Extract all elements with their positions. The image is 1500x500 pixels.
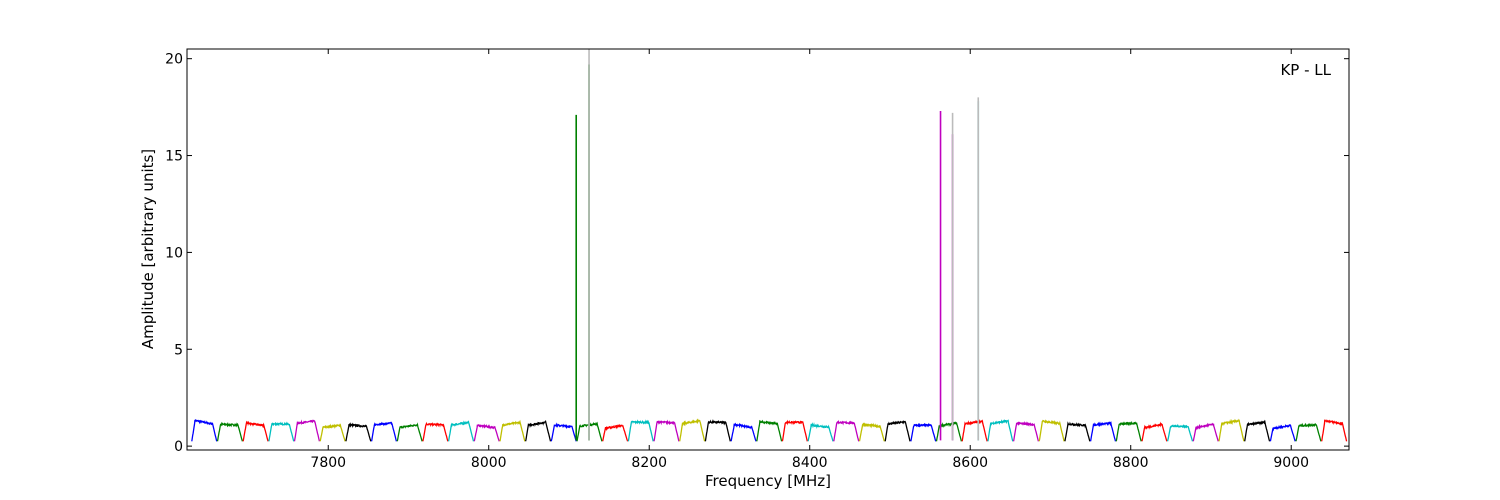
x-tick-label: 8200 (631, 455, 667, 471)
channel-bandpass-line (653, 419, 680, 442)
x-axis-label: Frequency [MHz] (705, 472, 831, 490)
x-tick-label: 8800 (1113, 455, 1149, 471)
channel-bandpass-line (884, 420, 911, 442)
channel-bandpass-line (961, 419, 988, 442)
y-tick-label: 10 (165, 245, 183, 261)
channel-bandpass-line (524, 419, 552, 442)
channel-bandpass-line (1218, 418, 1245, 442)
channel-bandpass-line (345, 422, 372, 442)
channel-bandpass-line (396, 422, 423, 442)
channel-bandpass-line (370, 421, 398, 442)
plot-frame (186, 48, 1350, 451)
channel-bandpass-line (1064, 421, 1091, 442)
y-tick-label: 5 (174, 342, 183, 358)
axes: 7800 8000 8200 8400 8600 8800 9000 0 5 10 15 20 (165, 48, 1350, 471)
channel-bandpass-line (447, 420, 475, 442)
channel-bandpass-line (293, 419, 321, 442)
channel-bandpass-line (627, 419, 654, 442)
channel-bandpass-line (833, 419, 860, 442)
channel-bandpass-line (1012, 420, 1040, 442)
y-tick-label: 0 (174, 439, 183, 455)
x-tick-label: 9000 (1273, 455, 1309, 471)
y-axis-label: Amplitude [arbitrary units] (139, 149, 157, 349)
plot-area (191, 49, 1348, 442)
channel-bandpass-line (756, 419, 783, 442)
channel-bandpass-line (1295, 422, 1322, 442)
channel-bandpass-line (1115, 420, 1142, 442)
channel-bandpass-line (987, 419, 1014, 442)
channel-bandpass-line (1166, 423, 1194, 442)
x-tick-label: 8600 (952, 455, 988, 471)
channel-bandpass-line (781, 419, 808, 442)
channel-bandpass-line (602, 423, 629, 442)
channel-bandpass-line (910, 422, 937, 442)
channel-bandpass-line (1141, 421, 1168, 442)
channel-bandpass-line (1244, 419, 1271, 442)
y-tick-label: 15 (165, 149, 183, 165)
channel-bandpass-line (422, 421, 449, 442)
channel-bandpass-line (216, 421, 244, 442)
channel-bandpass-line (730, 422, 757, 442)
x-tick-label: 7800 (310, 455, 346, 471)
channel-bandpass-line (191, 419, 218, 442)
channel-bandpass-line (242, 420, 269, 442)
channel-bandpass-line (550, 422, 577, 442)
channel-bandpass-line (679, 418, 706, 442)
channel-bandpass-line (268, 421, 295, 442)
baseline-annotation: KP - LL (1280, 61, 1331, 79)
channel-bandpass-line (1192, 422, 1219, 442)
x-tick-label: 8400 (792, 455, 828, 471)
channel-bandpass-line (807, 422, 834, 442)
channel-bandpass-line (1321, 419, 1348, 442)
y-tick-label: 20 (165, 52, 183, 68)
channel-bandpass-line (1269, 423, 1296, 442)
channel-bandpass-line (704, 419, 731, 442)
channel-bandpass-line (319, 423, 346, 442)
channel-bandpass-line (473, 423, 500, 442)
channel-bandpass-line (1038, 419, 1065, 442)
channel-bandpass-line (858, 422, 886, 442)
channel-bandpass-line (499, 419, 526, 442)
channel-bandpass-line (1089, 421, 1117, 442)
x-tick-label: 8000 (471, 455, 507, 471)
